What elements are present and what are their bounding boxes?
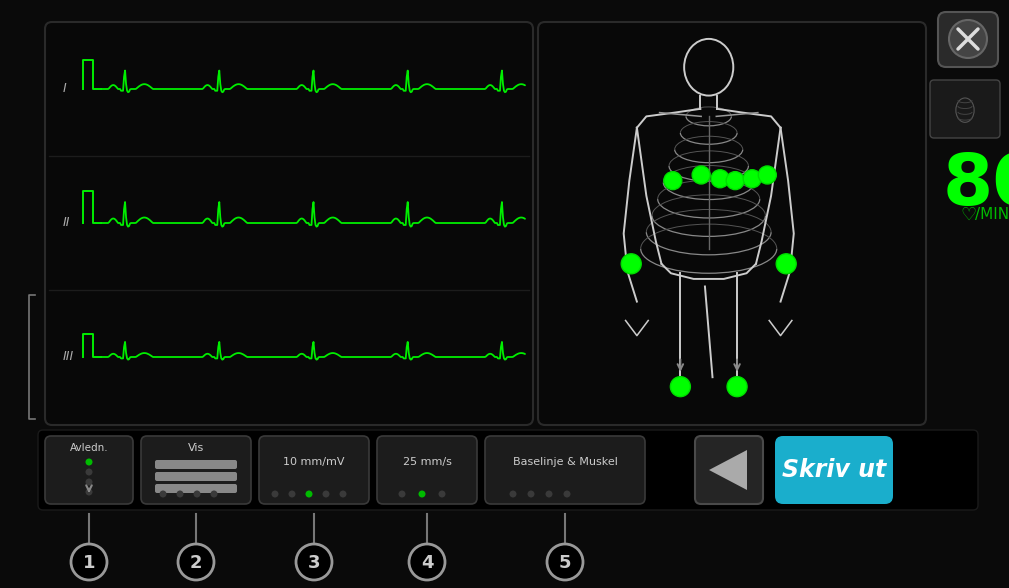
Circle shape <box>622 254 642 274</box>
Text: Baselinje & Muskel: Baselinje & Muskel <box>513 457 618 467</box>
Circle shape <box>211 490 218 497</box>
Circle shape <box>670 377 690 397</box>
Text: 25 mm/s: 25 mm/s <box>403 457 451 467</box>
Circle shape <box>194 490 201 497</box>
Circle shape <box>776 254 796 274</box>
Circle shape <box>664 172 682 190</box>
Circle shape <box>71 544 107 580</box>
Circle shape <box>306 490 313 497</box>
Circle shape <box>178 544 214 580</box>
FancyBboxPatch shape <box>485 436 645 504</box>
FancyBboxPatch shape <box>377 436 477 504</box>
Text: ♡: ♡ <box>960 206 976 224</box>
Text: Avledn.: Avledn. <box>70 443 108 453</box>
FancyBboxPatch shape <box>141 436 251 504</box>
Circle shape <box>159 490 166 497</box>
Circle shape <box>692 166 710 184</box>
FancyBboxPatch shape <box>930 80 1000 138</box>
Circle shape <box>271 490 278 497</box>
Circle shape <box>510 490 517 497</box>
Circle shape <box>409 544 445 580</box>
Text: 5: 5 <box>559 554 571 572</box>
Circle shape <box>86 489 93 496</box>
Circle shape <box>439 490 446 497</box>
Circle shape <box>546 490 553 497</box>
FancyBboxPatch shape <box>155 460 237 469</box>
Circle shape <box>323 490 330 497</box>
Text: /MIN: /MIN <box>975 208 1009 222</box>
Text: II: II <box>63 216 71 229</box>
Text: 2: 2 <box>190 554 202 572</box>
FancyBboxPatch shape <box>938 12 998 67</box>
Circle shape <box>727 377 747 397</box>
FancyBboxPatch shape <box>259 436 369 504</box>
Circle shape <box>547 544 583 580</box>
Circle shape <box>744 170 761 188</box>
Text: III: III <box>63 350 75 363</box>
Circle shape <box>949 20 987 58</box>
FancyBboxPatch shape <box>695 436 763 504</box>
Circle shape <box>177 490 184 497</box>
Text: I: I <box>63 82 67 95</box>
FancyBboxPatch shape <box>155 484 237 493</box>
Circle shape <box>726 172 745 190</box>
Text: 4: 4 <box>421 554 433 572</box>
FancyBboxPatch shape <box>38 430 978 510</box>
FancyBboxPatch shape <box>45 436 133 504</box>
Circle shape <box>528 490 535 497</box>
Circle shape <box>296 544 332 580</box>
FancyBboxPatch shape <box>538 22 926 425</box>
Circle shape <box>711 170 730 188</box>
Circle shape <box>339 490 346 497</box>
Circle shape <box>563 490 570 497</box>
Text: 3: 3 <box>308 554 320 572</box>
FancyBboxPatch shape <box>775 436 893 504</box>
Text: Vis: Vis <box>188 443 204 453</box>
Text: 1: 1 <box>83 554 95 572</box>
Circle shape <box>419 490 426 497</box>
FancyBboxPatch shape <box>155 472 237 481</box>
Text: 80: 80 <box>942 151 1009 219</box>
Circle shape <box>86 469 93 476</box>
Circle shape <box>86 479 93 486</box>
Circle shape <box>289 490 296 497</box>
Text: 10 mm/mV: 10 mm/mV <box>284 457 345 467</box>
Polygon shape <box>709 450 747 490</box>
Circle shape <box>399 490 406 497</box>
Circle shape <box>86 459 93 466</box>
FancyBboxPatch shape <box>45 22 533 425</box>
Circle shape <box>759 166 776 184</box>
Text: Skriv ut: Skriv ut <box>782 458 886 482</box>
